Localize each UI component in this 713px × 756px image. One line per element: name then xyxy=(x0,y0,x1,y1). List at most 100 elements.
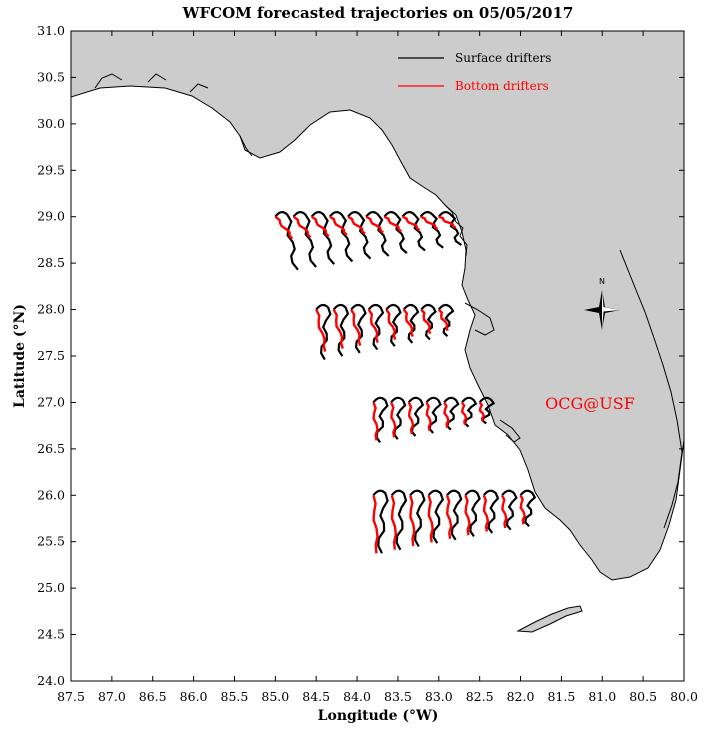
bottom-drifter-track xyxy=(438,215,457,229)
x-axis: 87.5 87.0 86.5 86.0 85.5 85.0 84.5 84.0 83.5 83.0… xyxy=(57,31,698,704)
y-tick-label: 27.5 xyxy=(37,348,65,363)
map-area xyxy=(71,31,684,681)
y-tick-label: 30.5 xyxy=(37,69,65,84)
bottom-drifter-track xyxy=(311,215,330,238)
surface-drifter-track xyxy=(407,396,425,437)
x-tick-label: 81.5 xyxy=(547,689,575,704)
bottom-drifter-track xyxy=(390,494,398,550)
big-bend-coast-detail xyxy=(444,204,468,257)
bottom-drifter-track xyxy=(425,401,432,432)
surface-drifter-track xyxy=(501,489,518,531)
bottom-drifter-track xyxy=(292,215,312,239)
bottom-drifter-track xyxy=(407,401,415,435)
surface-drifter-track xyxy=(482,489,500,534)
bottom-drifter-track xyxy=(482,494,490,532)
trajectories-layer xyxy=(274,211,537,554)
surface-drifter-track xyxy=(401,211,426,252)
bottom-drifter-track xyxy=(445,494,453,539)
y-tick-label: 26.0 xyxy=(37,487,65,502)
legend-bottom-label: Bottom drifters xyxy=(455,79,549,93)
bottom-drifter-track xyxy=(420,215,439,230)
bottom-drifter-track xyxy=(372,494,379,554)
bottom-drifter-track xyxy=(332,309,344,349)
bottom-drifter-track xyxy=(443,401,450,429)
x-tick-label: 84.5 xyxy=(302,689,330,704)
y-tick-label: 28.5 xyxy=(37,255,65,270)
surface-drifter-track xyxy=(385,303,402,347)
florida-keys xyxy=(516,605,583,633)
bottom-drifter-track xyxy=(315,309,327,352)
surface-drifter-track xyxy=(443,396,460,431)
east-coast-barrier-islands xyxy=(619,249,683,529)
bottom-drifter-track xyxy=(464,494,471,536)
x-tick-label: 80.0 xyxy=(670,689,698,704)
surface-drifter-track xyxy=(372,489,389,554)
bottom-drifter-track xyxy=(501,494,508,529)
x-tick-label: 86.5 xyxy=(139,689,167,704)
bottom-drifter-track xyxy=(401,215,421,232)
panhandle-bays xyxy=(94,73,253,157)
surface-drifter-track xyxy=(365,211,390,257)
surface-drifter-track xyxy=(390,489,408,551)
bottom-drifter-track xyxy=(383,215,403,233)
x-tick-label: 83.0 xyxy=(425,689,453,704)
bottom-drifter-track xyxy=(274,215,294,240)
bottom-drifter-track xyxy=(420,308,432,335)
surface-drifter-track xyxy=(347,211,372,260)
surface-drifter-track xyxy=(310,211,336,265)
surface-drifter-track xyxy=(390,396,407,440)
surface-drifter-track xyxy=(315,303,332,361)
x-tick-label: 81.0 xyxy=(588,689,616,704)
surface-drifter-track xyxy=(274,211,299,271)
surface-drifter-track xyxy=(478,396,496,425)
y-tick-label: 30.0 xyxy=(37,116,65,131)
charlotte-harbor-inlet xyxy=(499,419,521,443)
surface-drifter-track xyxy=(461,396,478,428)
bottom-drifter-track xyxy=(519,494,526,525)
y-tick-label: 28.0 xyxy=(37,302,65,317)
surface-drifter-track xyxy=(402,303,420,344)
compass-north-label: N xyxy=(599,277,605,286)
surface-drifter-track xyxy=(437,211,463,246)
bottom-drifter-track xyxy=(460,401,468,425)
bottom-drifter-track xyxy=(367,308,379,343)
legend-surface-label: Surface drifters xyxy=(455,51,551,65)
surface-drifter-track xyxy=(464,489,481,538)
bottom-drifter-track xyxy=(385,308,397,341)
compass-rose: N xyxy=(584,277,620,330)
watermark-ocg-usf: OCG@USF xyxy=(545,394,635,413)
y-tick-label: 24.0 xyxy=(37,673,65,688)
bottom-drifter-track xyxy=(427,494,434,543)
bottom-drifter-track xyxy=(347,215,366,235)
legend: Surface drifters Bottom drifters xyxy=(398,51,551,93)
bottom-drifter-track xyxy=(329,215,348,236)
y-tick-label: 26.5 xyxy=(37,441,65,456)
y-tick-label: 29.0 xyxy=(37,209,65,224)
surface-drifter-track xyxy=(419,211,444,249)
x-tick-label: 87.0 xyxy=(98,689,126,704)
surface-drifter-track xyxy=(425,396,442,434)
x-tick-label: 85.5 xyxy=(221,689,249,704)
x-tick-label: 83.5 xyxy=(384,689,412,704)
surface-drifter-track xyxy=(519,489,537,528)
x-tick-label: 87.5 xyxy=(57,689,85,704)
bottom-drifter-track xyxy=(372,401,379,441)
surface-drifter-track xyxy=(420,303,437,341)
surface-drifter-track xyxy=(332,303,350,357)
surface-drifter-track xyxy=(437,303,455,337)
bottom-drifter-track xyxy=(478,401,486,422)
compass-star-inner xyxy=(602,290,620,330)
x-tick-label: 80.5 xyxy=(629,689,657,704)
bottom-drifter-track xyxy=(390,401,397,438)
bottom-drifter-track xyxy=(365,215,384,234)
x-axis-label: Longitude (°W) xyxy=(318,708,439,724)
surface-drifter-track xyxy=(350,303,367,354)
bottom-drifter-track xyxy=(402,308,414,338)
surface-drifter-track xyxy=(367,303,385,351)
y-tick-label: 27.0 xyxy=(37,394,65,409)
tampa-bay-inlet xyxy=(464,302,495,336)
y-tick-label: 29.5 xyxy=(37,162,65,177)
bottom-drifter-track xyxy=(437,308,449,332)
surface-drifter-track xyxy=(446,489,463,541)
surface-drifter-track xyxy=(372,396,389,444)
